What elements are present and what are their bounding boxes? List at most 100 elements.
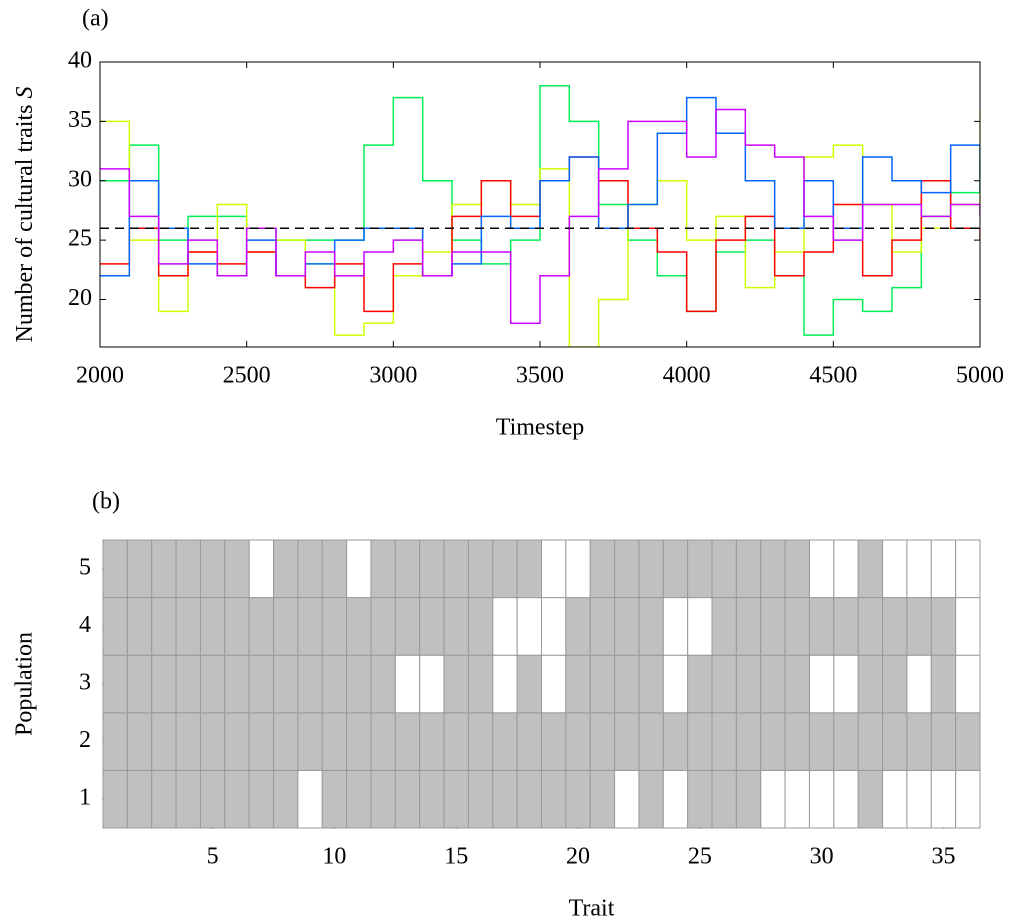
cell xyxy=(492,597,518,656)
cell xyxy=(175,712,201,771)
cell xyxy=(735,539,762,599)
cell xyxy=(492,539,518,599)
cell xyxy=(687,769,713,829)
cell xyxy=(224,769,250,829)
cell xyxy=(321,597,348,656)
cell xyxy=(662,654,689,714)
cell xyxy=(516,712,543,771)
cell xyxy=(589,597,616,656)
cell xyxy=(638,712,664,771)
x-tick-label: 25 xyxy=(688,844,712,870)
cell xyxy=(126,654,153,714)
y-axis-label: Population xyxy=(12,632,38,736)
cell xyxy=(833,769,859,829)
cell xyxy=(541,712,567,771)
cell xyxy=(638,654,664,714)
cell xyxy=(175,539,201,599)
cell xyxy=(102,539,128,599)
cell xyxy=(394,539,421,599)
cell xyxy=(297,769,323,829)
panel-label: (b) xyxy=(92,489,120,515)
cell xyxy=(321,654,348,714)
cell xyxy=(906,597,932,656)
cell xyxy=(199,769,226,829)
cell xyxy=(419,712,445,771)
cell xyxy=(419,769,445,829)
cell xyxy=(443,712,469,771)
cell xyxy=(882,712,908,771)
x-tick-label: 2500 xyxy=(223,363,271,389)
series-line xyxy=(100,108,980,324)
cell xyxy=(273,712,299,771)
cell xyxy=(833,597,859,656)
cell xyxy=(662,769,689,829)
cell xyxy=(541,769,567,829)
cell xyxy=(614,654,640,714)
cell xyxy=(735,769,762,829)
cell xyxy=(808,769,835,829)
cell xyxy=(516,654,543,714)
cell xyxy=(248,597,275,656)
cell xyxy=(394,597,421,656)
cell xyxy=(808,654,835,714)
cell xyxy=(346,712,372,771)
cell xyxy=(955,654,981,714)
cell xyxy=(760,597,786,656)
cell xyxy=(808,539,835,599)
cell xyxy=(346,597,372,656)
cell xyxy=(102,769,128,829)
cell xyxy=(687,539,713,599)
cell xyxy=(273,654,299,714)
cell xyxy=(735,712,762,771)
cell xyxy=(930,769,957,829)
panel-label: (a) xyxy=(82,6,109,32)
cell xyxy=(906,654,932,714)
cell xyxy=(370,769,396,829)
cell xyxy=(760,539,786,599)
cell xyxy=(906,539,932,599)
x-axis-label: Timestep xyxy=(496,415,584,441)
y-tick-label: 40 xyxy=(68,48,92,74)
y-tick-label: 2 xyxy=(79,727,91,753)
x-tick-label: 10 xyxy=(322,844,346,870)
cell xyxy=(224,654,250,714)
cell xyxy=(248,769,275,829)
cell xyxy=(443,597,469,656)
cell xyxy=(955,769,981,829)
cell xyxy=(224,539,250,599)
cell xyxy=(833,539,859,599)
x-tick-label: 2000 xyxy=(76,363,124,389)
cell xyxy=(565,539,591,599)
cell xyxy=(784,654,810,714)
cell xyxy=(224,597,250,656)
x-tick-label: 3500 xyxy=(516,363,564,389)
cell xyxy=(589,712,616,771)
cell xyxy=(638,769,664,829)
cell xyxy=(614,769,640,829)
cell xyxy=(760,769,786,829)
cell xyxy=(541,539,567,599)
cell xyxy=(857,769,884,829)
cell xyxy=(687,597,713,656)
cell xyxy=(199,597,226,656)
cell xyxy=(467,712,494,771)
y-tick-label: 35 xyxy=(68,107,92,133)
cell xyxy=(102,712,128,771)
x-tick-label: 5 xyxy=(207,844,219,870)
cell xyxy=(857,539,884,599)
cell xyxy=(541,597,567,656)
cell xyxy=(224,712,250,771)
cell xyxy=(273,539,299,599)
cell xyxy=(467,654,494,714)
cell xyxy=(175,654,201,714)
cell xyxy=(955,597,981,656)
cell xyxy=(248,654,275,714)
cell xyxy=(516,597,543,656)
cell xyxy=(882,539,908,599)
cell xyxy=(735,597,762,656)
cell xyxy=(760,712,786,771)
cell xyxy=(321,769,348,829)
cell xyxy=(882,769,908,829)
cell xyxy=(638,539,664,599)
